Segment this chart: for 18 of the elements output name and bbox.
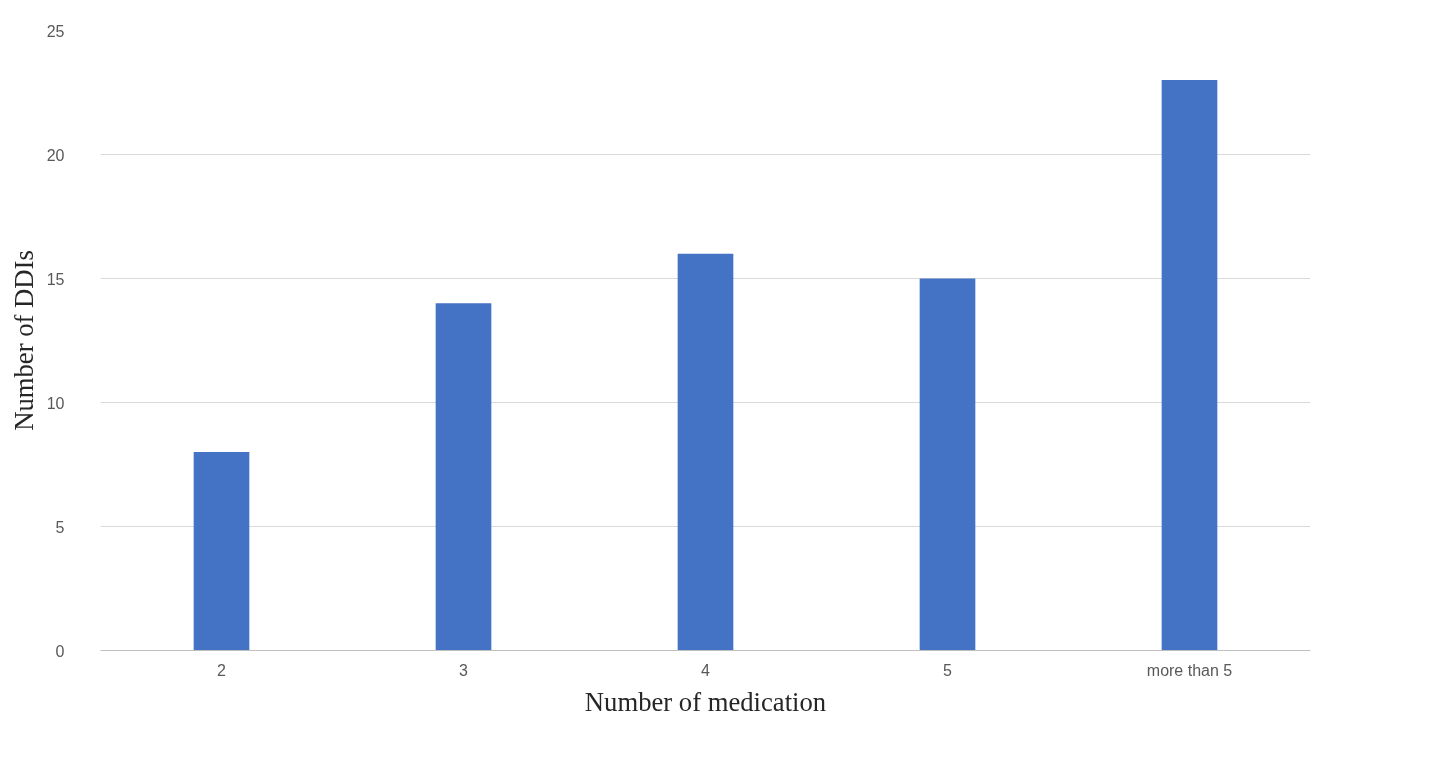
- x-tick-label: 5: [943, 661, 953, 679]
- y-tick-label: 20: [46, 146, 65, 164]
- bar: [919, 278, 976, 651]
- x-tick-label: 3: [459, 661, 469, 679]
- y-tick-label: 25: [46, 22, 65, 40]
- y-tick-label: 15: [46, 270, 65, 288]
- bar: [1161, 80, 1218, 651]
- x-tick-label: more than 5: [1146, 661, 1233, 679]
- y-axis-title: Number of DDIs: [8, 250, 39, 431]
- bar: [193, 452, 250, 651]
- bar: [435, 303, 492, 651]
- y-tick-label: 0: [55, 642, 65, 660]
- x-axis-title: Number of medication: [584, 686, 827, 717]
- bar: [677, 253, 734, 651]
- y-tick-label: 10: [46, 394, 65, 412]
- x-tick-label: 2: [217, 661, 227, 679]
- x-tick-label: 4: [701, 661, 711, 679]
- y-tick-label: 5: [55, 518, 65, 536]
